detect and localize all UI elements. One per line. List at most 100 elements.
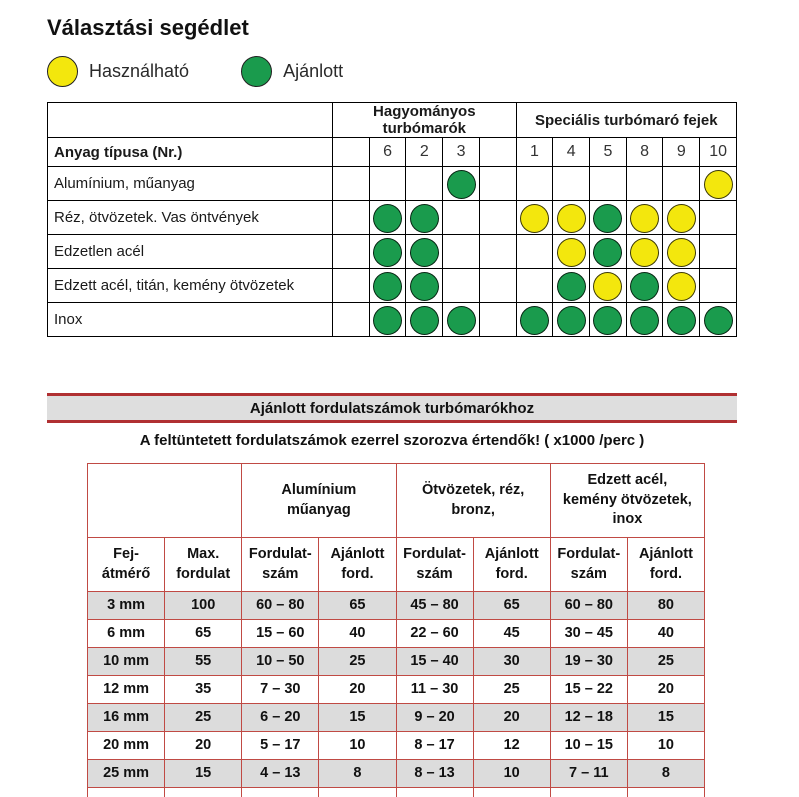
rpm-value-cell: 10: [318, 731, 397, 760]
rating-cell: [368, 166, 407, 201]
rating-cell: [589, 234, 627, 269]
rating-cell: [589, 268, 627, 303]
rating-cell: [552, 234, 591, 269]
rating-cell: [368, 234, 407, 269]
rating-cell: [332, 166, 370, 201]
rating-cell: [662, 200, 701, 235]
rating-cell: [405, 268, 444, 303]
cutoff-cell: [395, 787, 474, 797]
speed-data-row: 6 mm 65 15 – 60 40 22 – 60 45 30 – 45 40: [86, 619, 706, 648]
rating-cell: [589, 200, 627, 235]
cutter-number: 6: [368, 137, 407, 167]
recommended-dot-icon: [630, 272, 660, 301]
rpm-value-cell: 15: [626, 703, 706, 732]
rating-cell: [515, 234, 554, 269]
speed-subheader: Ajánlott ford.: [318, 537, 397, 592]
rpm-value-cell: 30: [472, 647, 551, 676]
rating-cell: [442, 200, 480, 235]
rpm-value-cell: 15 – 60: [241, 619, 320, 648]
rpm-value-cell: 20: [318, 675, 397, 704]
rating-cell: [478, 200, 517, 235]
rating-cell: [478, 268, 517, 303]
recommended-dot-icon: [409, 238, 439, 267]
rating-cell: [625, 268, 664, 303]
speed-group-header-row: Alumínium műanyag Ötvözetek, réz, bronz, E…: [86, 463, 706, 538]
usable-dot-icon: [666, 238, 696, 267]
material-label: Edzetlen acél: [47, 234, 333, 269]
recommended-dot-icon: [373, 306, 403, 335]
material-label: Inox: [47, 302, 333, 337]
rating-cell: [442, 166, 480, 201]
cutoff-cell: [241, 787, 320, 797]
cutter-number: 9: [662, 137, 701, 167]
rpm-value-cell: 6 – 20: [241, 703, 320, 732]
cutoff-cell: [549, 787, 628, 797]
selection-group-header-row: Hagyományos turbómarók Speciális turbómar…: [47, 102, 738, 138]
rpm-value-cell: 15: [164, 759, 243, 788]
rating-cell: [552, 268, 591, 303]
speed-group-header: Alumínium műanyag: [241, 463, 397, 538]
rating-cell: [589, 166, 627, 201]
recommended-dot-icon: [593, 238, 623, 267]
cutoff-cell: [164, 787, 243, 797]
rating-cell: [552, 302, 591, 337]
rpm-value-cell: 12: [472, 731, 551, 760]
speed-subheader: Max. fordulat: [164, 537, 243, 592]
selection-number-row: Anyag típusa (Nr.) 6 2 3 1 4 5 8 9 10: [47, 137, 737, 167]
rating-cell: [699, 302, 737, 337]
rpm-value-cell: 80: [626, 591, 706, 620]
rating-cell: [699, 166, 737, 201]
rpm-value-cell: 65: [164, 619, 243, 648]
rating-cell: [699, 234, 737, 269]
recommended-dot-icon: [666, 306, 696, 335]
speed-subheader: Ajánlott ford.: [626, 537, 706, 592]
rating-cell: [332, 268, 370, 303]
rpm-value-cell: 25: [626, 647, 706, 676]
cutter-number: 3: [442, 137, 480, 167]
rpm-value-cell: 40: [626, 619, 706, 648]
rating-cell: [368, 268, 407, 303]
speed-data-row: 16 mm 25 6 – 20 15 9 – 20 20 12 – 18 15: [86, 703, 706, 732]
speed-subheader: Fordulat- szám: [549, 537, 628, 592]
recommended-dot-icon: [556, 272, 586, 301]
rating-cell: [662, 302, 701, 337]
rpm-value-cell: 15 – 40: [395, 647, 474, 676]
rpm-value-cell: 8 – 17: [395, 731, 474, 760]
rpm-value-cell: 40: [318, 619, 397, 648]
legend-usable-label: Használható: [89, 60, 190, 81]
speed-table: Alumínium műanyag Ötvözetek, réz, bronz, E…: [86, 463, 706, 797]
head-diameter-cell: 16 mm: [86, 703, 166, 732]
head-diameter-cell: 3 mm: [86, 591, 166, 620]
rating-cell: [625, 166, 664, 201]
speed-data-row: 20 mm 20 5 – 17 10 8 – 17 12 10 – 15 10: [86, 731, 706, 760]
usable-dot-icon: [703, 170, 733, 199]
recommended-dot-icon: [446, 306, 476, 335]
rpm-value-cell: 4 – 13: [241, 759, 320, 788]
cutoff-partial-row: [86, 787, 706, 797]
material-row: Edzetlen acél: [47, 234, 737, 269]
head-diameter-cell: 10 mm: [86, 647, 166, 676]
rpm-value-cell: 20: [164, 731, 243, 760]
spacer-cell: [332, 137, 370, 167]
rating-cell: [442, 268, 480, 303]
rpm-value-cell: 10 – 50: [241, 647, 320, 676]
cutoff-cell: [626, 787, 706, 797]
recommended-dot-icon: [409, 204, 439, 233]
rpm-value-cell: 8 – 13: [395, 759, 474, 788]
speed-subheader: Fordulat- szám: [395, 537, 474, 592]
rating-cell: [332, 200, 370, 235]
rating-cell: [552, 166, 591, 201]
rpm-value-cell: 19 – 30: [549, 647, 628, 676]
rpm-value-cell: 8: [318, 759, 397, 788]
recommended-dot-icon: [373, 272, 403, 301]
rpm-value-cell: 20: [626, 675, 706, 704]
cutoff-cell: [472, 787, 551, 797]
document-page: Választási segédlet Használható Ajánlott…: [0, 14, 799, 797]
recommended-dot-icon: [241, 55, 273, 87]
spacer-cell: [478, 137, 517, 167]
rpm-value-cell: 10: [472, 759, 551, 788]
material-label: Alumínium, műanyag: [47, 166, 333, 201]
usable-dot-icon: [556, 238, 586, 267]
recommended-dot-icon: [556, 306, 586, 335]
head-diameter-cell: 6 mm: [86, 619, 166, 648]
